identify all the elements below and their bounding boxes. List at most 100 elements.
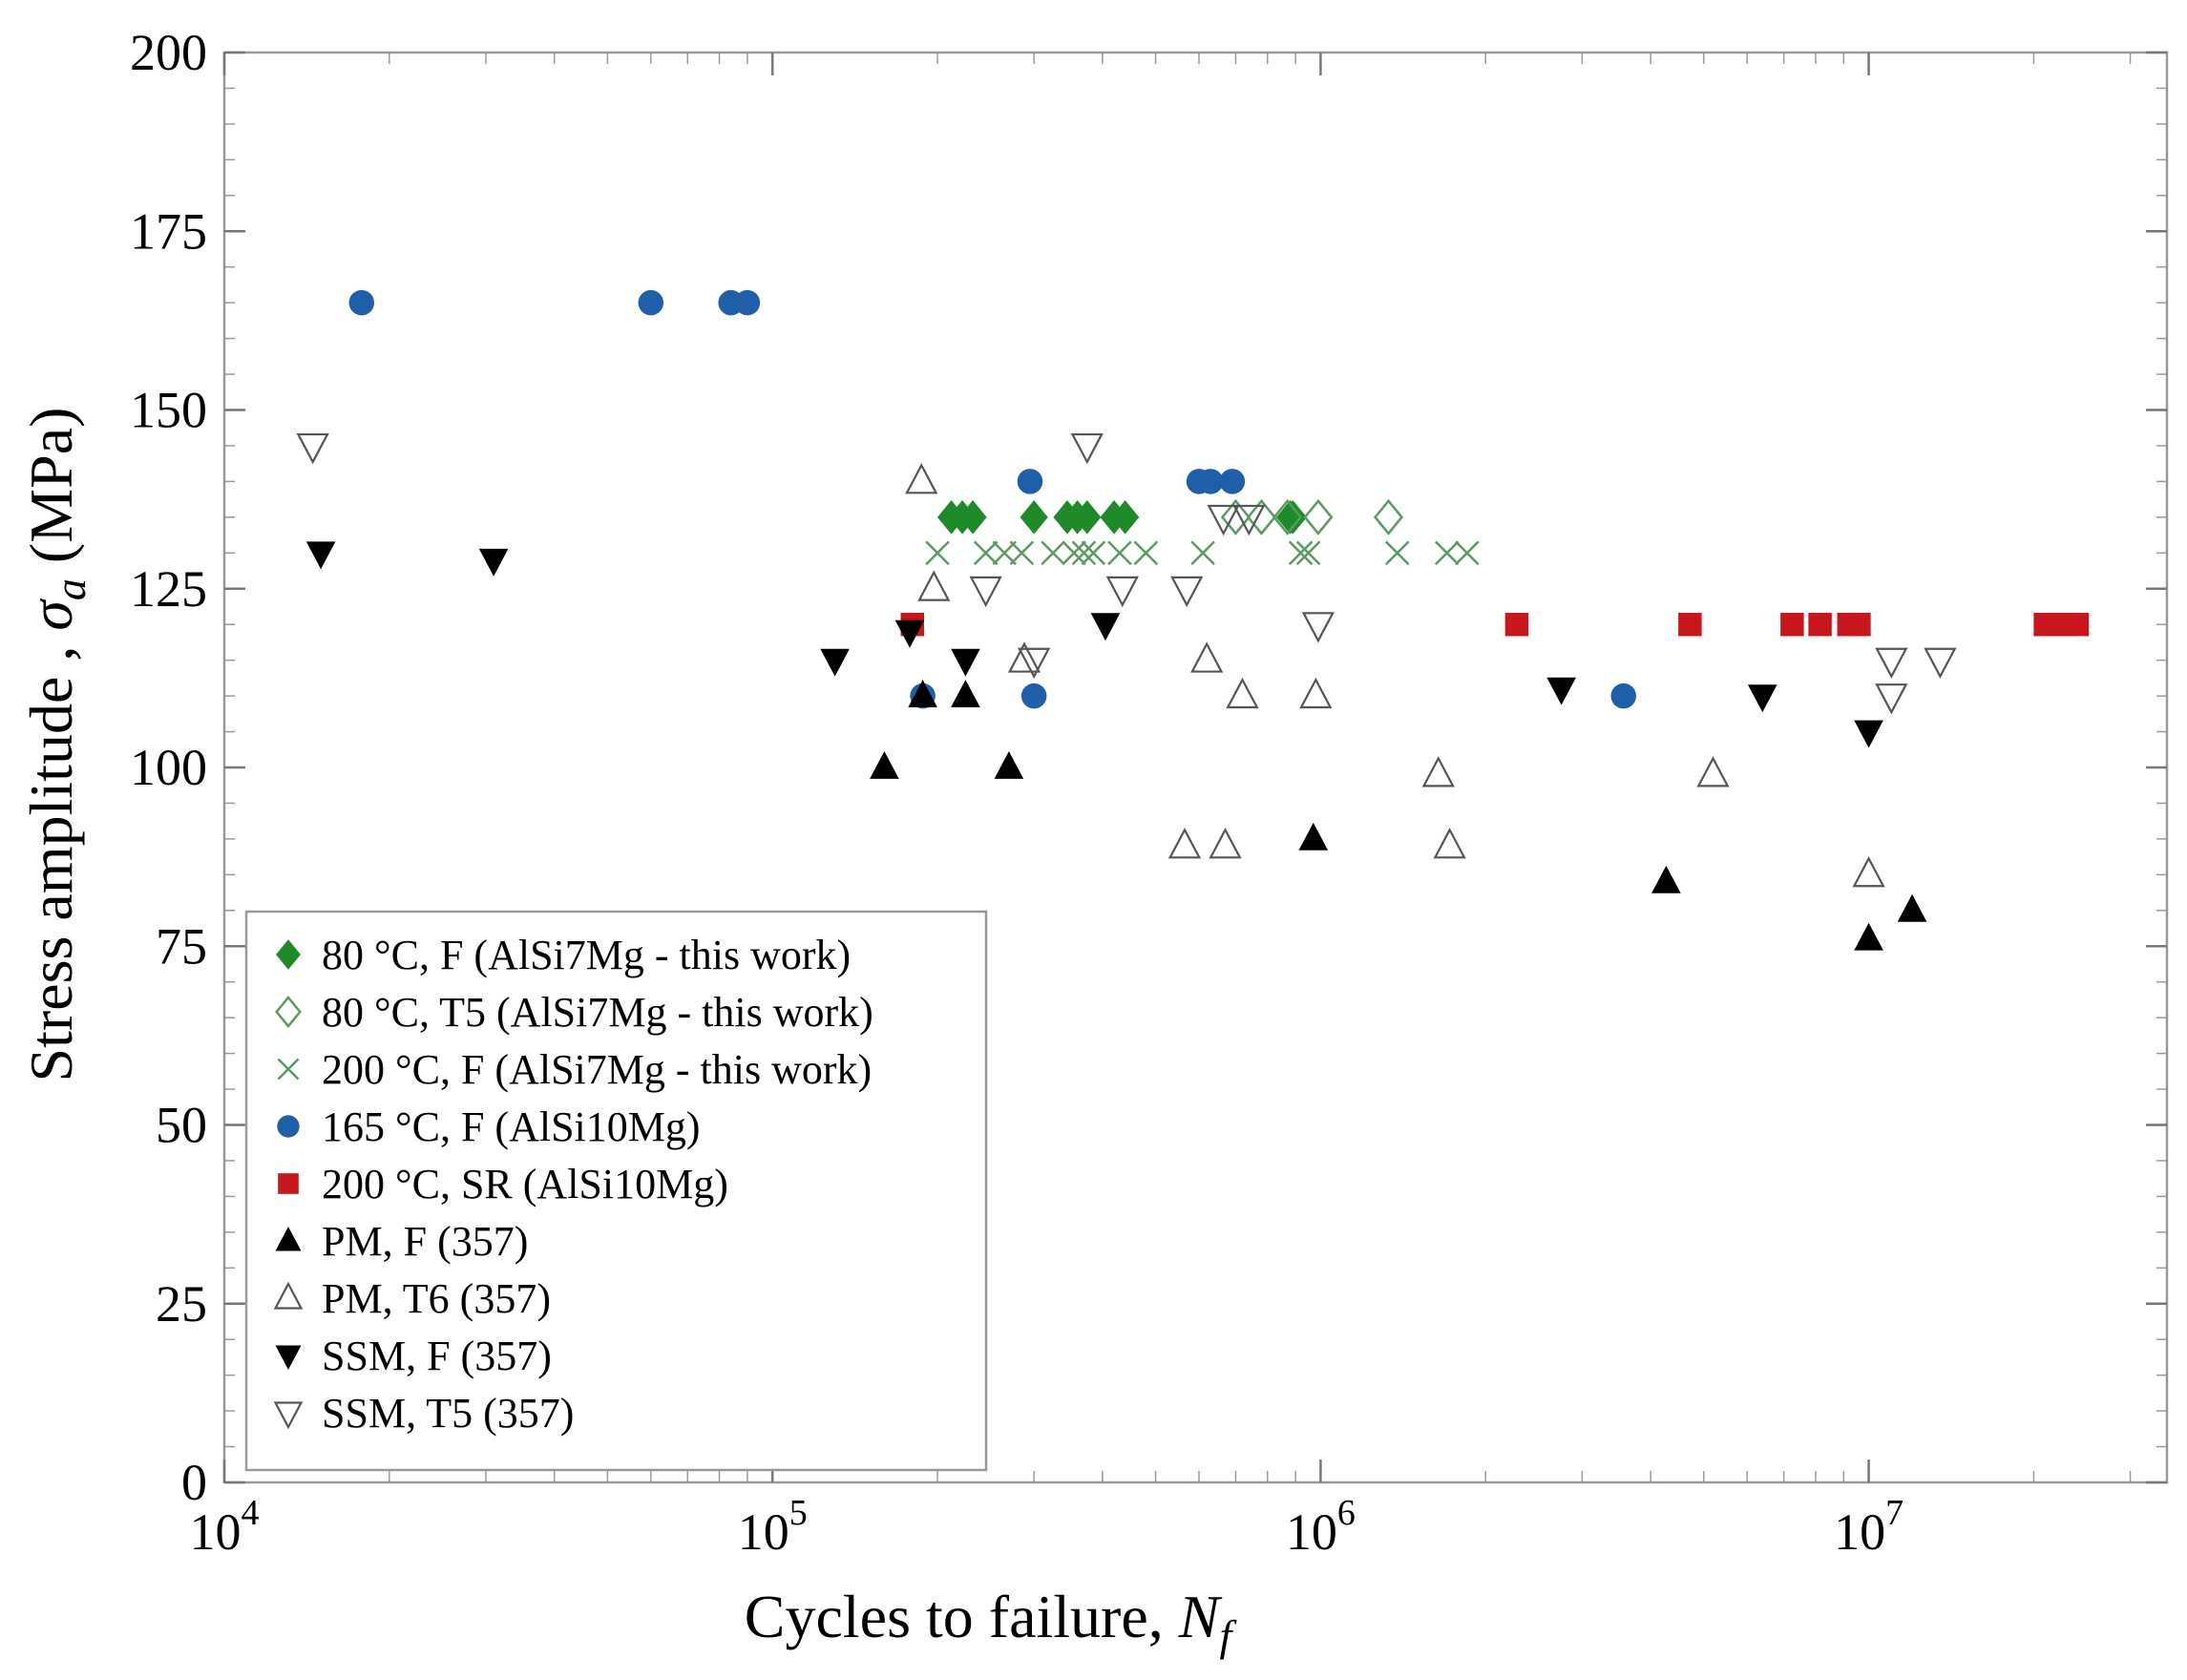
data-point (1897, 893, 1927, 922)
data-point (1875, 647, 1908, 680)
data-point (1780, 612, 1804, 637)
legend-item: 80 °C, F (AlSi7Mg - this work) (276, 932, 851, 978)
y-tick-label: 175 (130, 202, 207, 260)
data-point (1610, 682, 1636, 709)
legend-label: PM, F (357) (322, 1218, 528, 1265)
legend-marker (277, 1115, 300, 1138)
data-point (1220, 498, 1251, 536)
data-point (1246, 498, 1276, 536)
legend-label: 80 °C, F (AlSi7Mg - this work) (322, 932, 851, 978)
legend: 80 °C, F (AlSi7Mg - this work) 80 °C, T5 … (244, 910, 988, 1472)
legend-marker (275, 1227, 302, 1251)
data-point (1232, 504, 1266, 536)
data-point (1272, 498, 1303, 536)
data-point (1020, 682, 1047, 709)
data-point (973, 540, 999, 566)
legend-label: PM, T6 (357) (322, 1275, 551, 1322)
data-point (1808, 612, 1832, 637)
legend-item: 200 °C, F (AlSi7Mg - this work) (277, 1046, 872, 1093)
data-point (1384, 540, 1410, 566)
data-point (994, 751, 1024, 779)
data-point (1278, 500, 1307, 535)
x-tick-label: 104 (190, 1493, 260, 1561)
data-point (1105, 576, 1139, 608)
data-point (1301, 612, 1335, 643)
data-point (1071, 540, 1097, 566)
data-point (917, 570, 951, 601)
legend-label: 200 °C, SR (AlSi10Mg) (322, 1161, 728, 1208)
legend-marker (273, 1281, 304, 1310)
legend-marker (277, 1058, 300, 1081)
data-point (1020, 500, 1048, 535)
data-point (1133, 540, 1159, 566)
data-point (1073, 500, 1102, 535)
series-3 (925, 540, 1480, 566)
data-point (1288, 540, 1314, 566)
x-axis-ticks: 104 105 106 107 (190, 52, 2132, 1561)
x-axis-title: Cycles to failure, Nf (745, 1583, 1238, 1660)
data-point (908, 680, 937, 707)
data-point (1847, 612, 1871, 637)
legend-marker (275, 1345, 302, 1370)
y-tick-label: 100 (130, 739, 207, 796)
data-point (894, 620, 925, 648)
y-axis-title: Stress amplitude , σa (MPa) (17, 408, 95, 1082)
legend-item: SSM, T5 (357) (273, 1390, 574, 1437)
legend-box (244, 910, 988, 1472)
data-point (1007, 641, 1041, 673)
series-1 (936, 500, 1307, 535)
data-point (1924, 647, 1957, 680)
legend-marker (278, 1173, 299, 1194)
legend-item: SSM, F (357) (275, 1333, 552, 1379)
x-tick-label: 106 (1286, 1493, 1356, 1561)
data-point (870, 751, 899, 779)
data-point (1226, 677, 1259, 709)
data-point (638, 289, 664, 316)
data-point (951, 648, 980, 677)
legend-item: 200 °C, SR (AlSi10Mg) (278, 1161, 728, 1208)
series-8 (305, 541, 1883, 748)
y-axis-ticks: 0 25 50 75 100 125 150 175 200 (130, 24, 2167, 1511)
legend-item: PM, F (357) (275, 1218, 528, 1265)
data-point (820, 648, 850, 677)
data-point (1651, 865, 1681, 893)
data-point (1303, 498, 1334, 536)
data-point (478, 548, 509, 577)
data-point (992, 540, 1018, 566)
data-point (1107, 540, 1132, 566)
series-5 (900, 612, 2090, 637)
series-2 (1220, 498, 1404, 536)
series-7 (905, 463, 1885, 888)
data-point (951, 680, 980, 707)
data-point (1018, 647, 1051, 680)
legend-marker (275, 996, 302, 1028)
data-point (1207, 504, 1240, 536)
legend-marker (276, 939, 301, 970)
x-tick-label: 107 (1834, 1493, 1903, 1561)
data-point (1111, 500, 1140, 535)
data-point (1678, 612, 1702, 637)
data-point (1009, 540, 1035, 566)
data-point (1298, 822, 1329, 850)
series-4 (348, 289, 1636, 709)
data-point (348, 289, 375, 316)
data-point (1854, 720, 1883, 748)
y-tick-label: 0 (181, 1454, 207, 1511)
data-point (1421, 756, 1455, 788)
data-point (1219, 469, 1246, 494)
data-point (1062, 540, 1086, 566)
data-point (1090, 613, 1121, 641)
data-point (1504, 612, 1529, 637)
data-point (1696, 756, 1730, 788)
data-point (1455, 540, 1480, 566)
data-point (1190, 641, 1224, 673)
y-tick-label: 50 (156, 1097, 207, 1154)
data-point (1434, 540, 1460, 566)
data-point (1070, 432, 1104, 465)
legend-item: 80 °C, T5 (AlSi7Mg - this work) (275, 989, 873, 1036)
legend-label: 165 °C, F (AlSi10Mg) (322, 1103, 701, 1150)
legend-item: PM, T6 (357) (273, 1275, 551, 1322)
data-point (1017, 469, 1043, 494)
series-9 (296, 432, 1957, 715)
